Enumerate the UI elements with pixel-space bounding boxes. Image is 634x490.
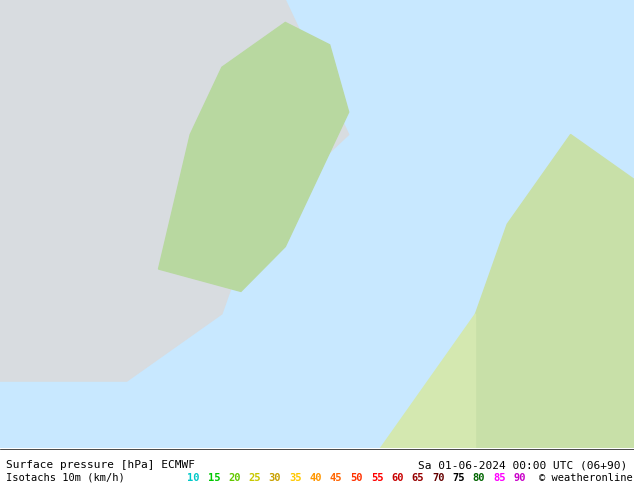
Text: 15: 15: [207, 472, 220, 483]
Text: 50: 50: [351, 472, 363, 483]
Text: 65: 65: [411, 472, 424, 483]
Polygon shape: [158, 23, 349, 292]
Text: 75: 75: [453, 472, 465, 483]
Text: 35: 35: [289, 472, 302, 483]
Polygon shape: [0, 0, 349, 381]
Text: 10: 10: [187, 472, 200, 483]
Text: 45: 45: [330, 472, 342, 483]
Text: 40: 40: [309, 472, 322, 483]
Text: Sa 01-06-2024 00:00 UTC (06+90): Sa 01-06-2024 00:00 UTC (06+90): [418, 460, 628, 470]
Polygon shape: [380, 314, 476, 448]
Polygon shape: [476, 135, 634, 448]
Text: © weatheronline.co.uk: © weatheronline.co.uk: [539, 472, 634, 483]
Text: 60: 60: [391, 472, 404, 483]
Text: 90: 90: [514, 472, 526, 483]
Text: 80: 80: [473, 472, 485, 483]
Text: 70: 70: [432, 472, 444, 483]
Text: Surface pressure [hPa] ECMWF: Surface pressure [hPa] ECMWF: [6, 460, 195, 470]
Text: 55: 55: [371, 472, 384, 483]
Text: 25: 25: [249, 472, 261, 483]
Text: 85: 85: [493, 472, 506, 483]
Text: 30: 30: [269, 472, 281, 483]
Text: 20: 20: [228, 472, 240, 483]
Text: Isotachs 10m (km/h): Isotachs 10m (km/h): [6, 472, 125, 483]
